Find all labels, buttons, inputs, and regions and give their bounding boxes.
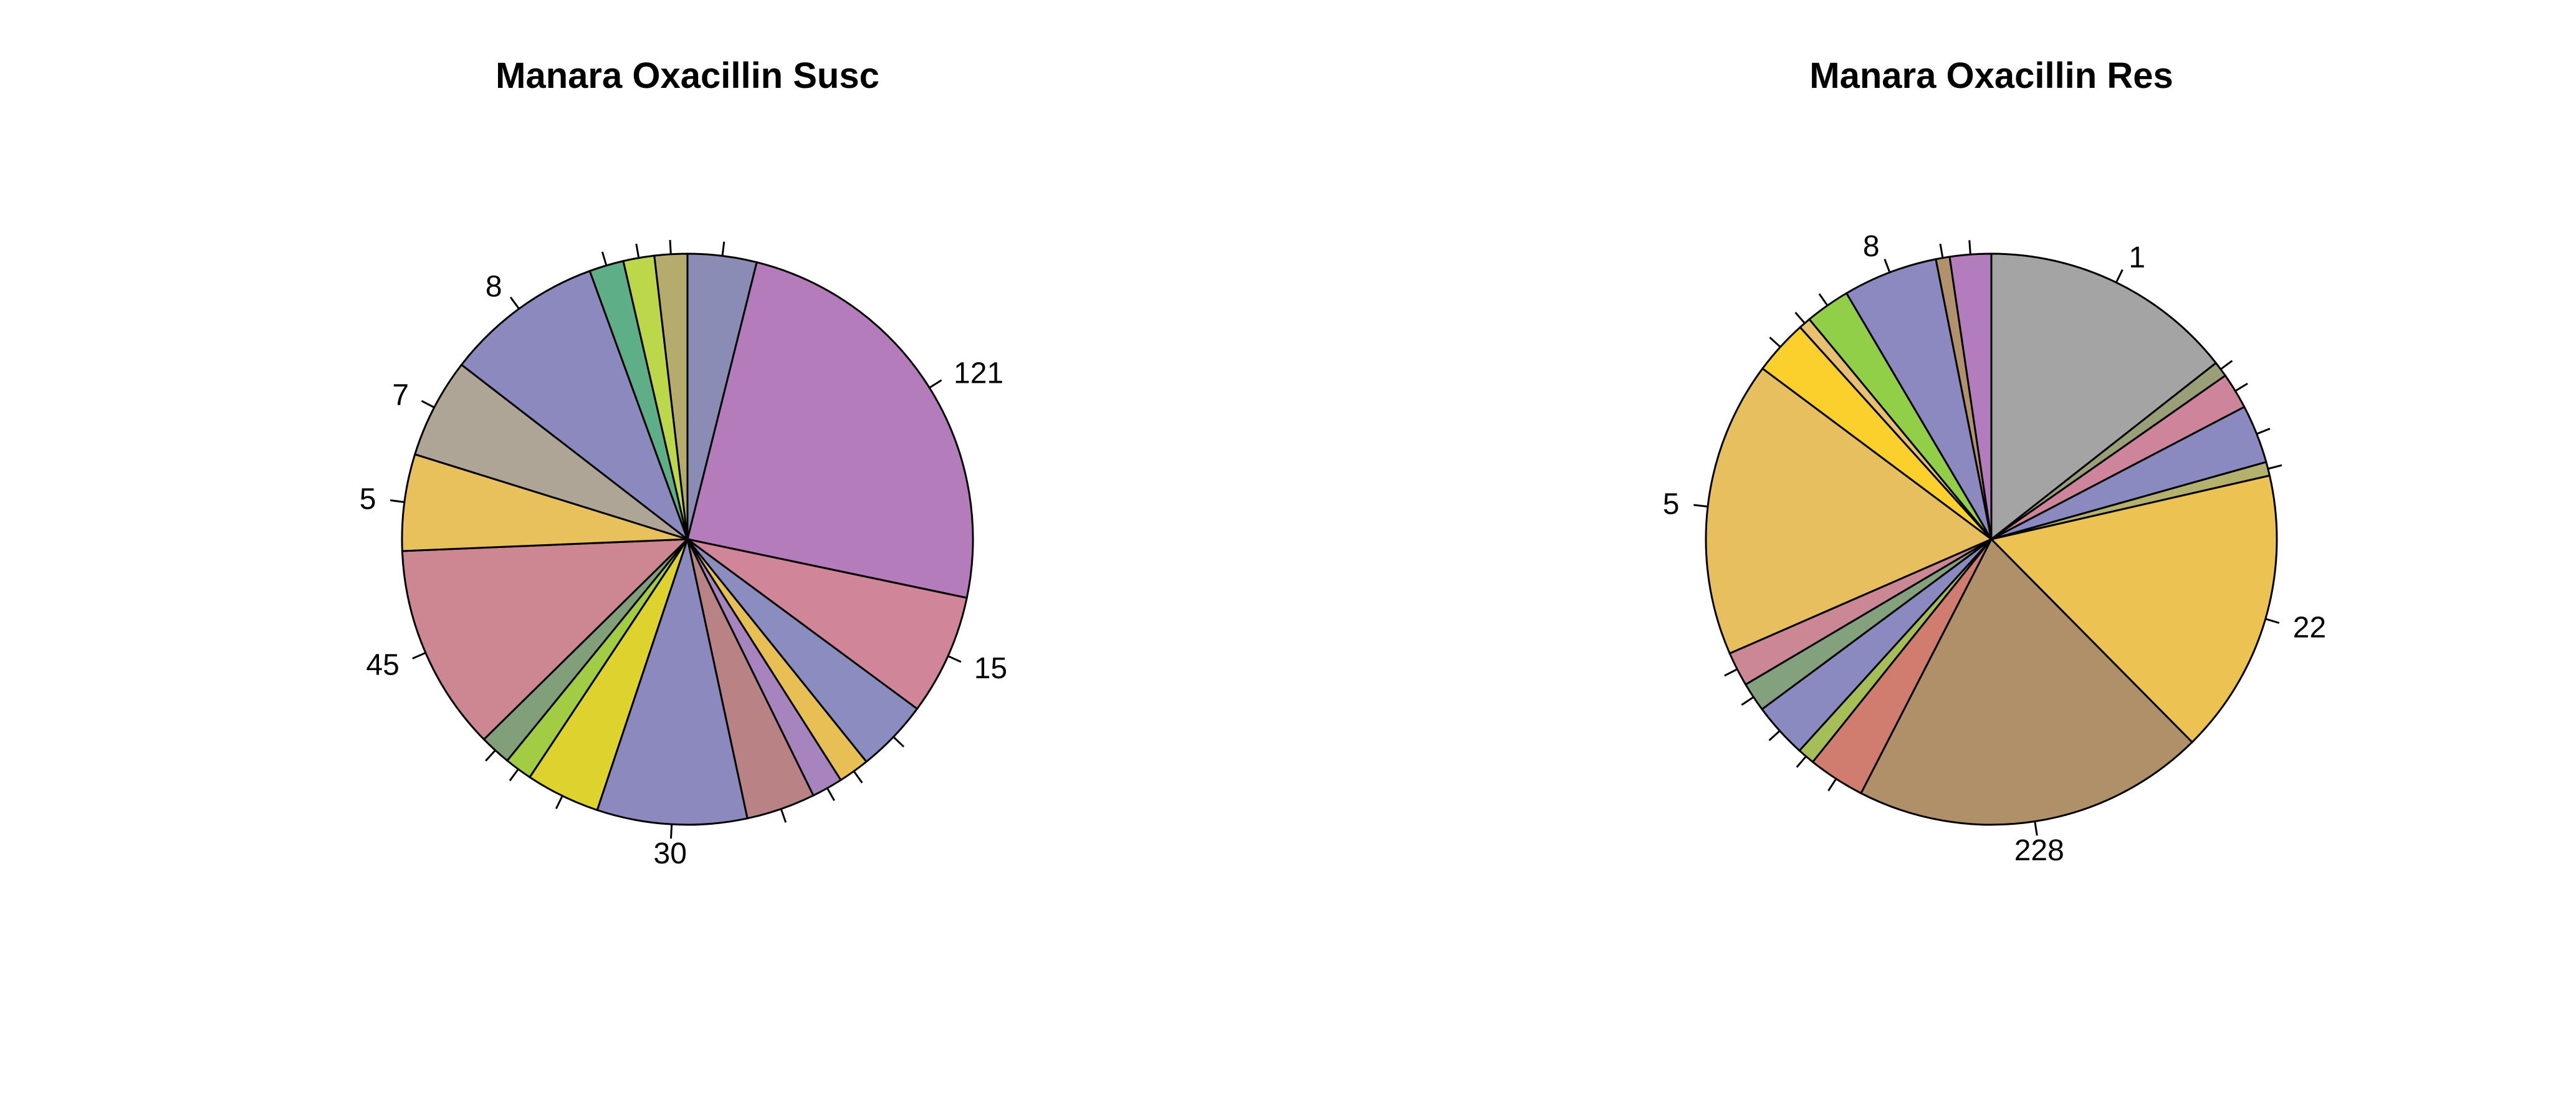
pie-slice: [460, 269, 690, 542]
slice-tick: [1968, 240, 1971, 255]
slice-label: 45: [366, 648, 399, 681]
slice-tick: [390, 499, 405, 503]
chart-title: Manara Oxacillin Susc: [496, 55, 879, 96]
pie-slice: [1845, 257, 1993, 540]
slice-label: 5: [1663, 487, 1680, 521]
slice-tick: [412, 651, 426, 660]
slice-tick: [2220, 360, 2233, 370]
slice-tick: [721, 241, 725, 256]
slice-tick: [2256, 428, 2271, 435]
slice-label: 121: [954, 357, 1003, 390]
slice-tick: [1794, 312, 1806, 324]
slice-label: 5: [360, 483, 376, 516]
slice-tick: [509, 768, 519, 782]
pie-chart-susc: Manara Oxacillin Susc 121 15 30 45 5 7 8: [360, 55, 1007, 870]
slice-tick: [2265, 618, 2280, 624]
pie-slice: [1990, 252, 2218, 542]
slice-tick: [1884, 259, 1891, 273]
slice-tick: [509, 296, 520, 310]
slice-tick: [826, 787, 835, 802]
slice-tick: [485, 749, 496, 762]
slice-tick: [1769, 337, 1781, 348]
slice-label: 22: [2293, 612, 2326, 645]
slice-tick: [1741, 696, 1755, 706]
slice-tick: [669, 239, 672, 254]
slice-tick: [893, 736, 905, 748]
slice-tick: [555, 795, 563, 809]
pie-slice: [1705, 367, 1993, 655]
pie-slice: [401, 453, 688, 552]
slice-tick: [780, 809, 787, 823]
slice-label: 30: [654, 837, 687, 870]
pie-chart-res: Manara Oxacillin Res 1 22 228 5 8: [1663, 55, 2326, 867]
slice-label: 1: [2128, 241, 2145, 274]
slice-tick: [1939, 243, 1944, 258]
pie-slice: [1989, 474, 2278, 744]
pie-slice: [1859, 537, 2194, 826]
slice-tick: [1796, 756, 1807, 768]
slice-tick: [2267, 464, 2282, 470]
slice-label: 8: [486, 270, 502, 303]
pie-slice: [1948, 252, 1993, 540]
slice-label: 8: [1863, 230, 1880, 263]
slice-tick: [853, 770, 863, 784]
slice-tick: [421, 400, 435, 408]
slice-tick: [1827, 778, 1837, 792]
slice-tick: [1768, 730, 1781, 741]
pie-slice: [687, 538, 969, 711]
slice-tick: [2034, 821, 2038, 836]
pie-slice: [686, 261, 974, 599]
pie-slice: [401, 538, 690, 741]
slice-tick: [947, 655, 962, 663]
slice-label: 7: [392, 379, 409, 412]
slice-tick: [1724, 668, 1738, 677]
slice-label: 15: [974, 652, 1007, 685]
slice-tick: [635, 243, 640, 258]
slice-tick: [2115, 269, 2124, 283]
slice-tick: [929, 379, 942, 389]
slice-tick: [1693, 504, 1708, 508]
slice-tick: [601, 251, 608, 266]
slice-tick: [1818, 293, 1829, 306]
slice-tick: [2234, 382, 2248, 392]
chart-title: Manara Oxacillin Res: [1809, 55, 2173, 96]
slice-label: 228: [2014, 834, 2064, 867]
